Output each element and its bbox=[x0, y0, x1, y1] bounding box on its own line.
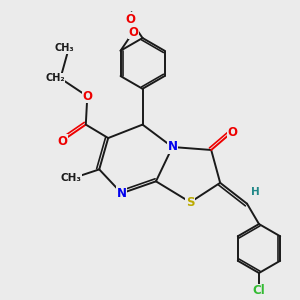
Text: N: N bbox=[167, 140, 177, 154]
Text: O: O bbox=[128, 26, 138, 39]
Text: CH₂: CH₂ bbox=[45, 73, 65, 83]
Text: O: O bbox=[125, 13, 135, 26]
Text: O: O bbox=[82, 90, 92, 103]
Text: O: O bbox=[227, 126, 237, 139]
Text: CH₃: CH₃ bbox=[55, 44, 74, 53]
Text: H: H bbox=[251, 188, 260, 197]
Text: S: S bbox=[186, 196, 195, 209]
Text: Cl: Cl bbox=[253, 284, 266, 297]
Text: CH₃: CH₃ bbox=[60, 173, 81, 183]
Text: N: N bbox=[117, 187, 127, 200]
Text: O: O bbox=[57, 134, 67, 148]
